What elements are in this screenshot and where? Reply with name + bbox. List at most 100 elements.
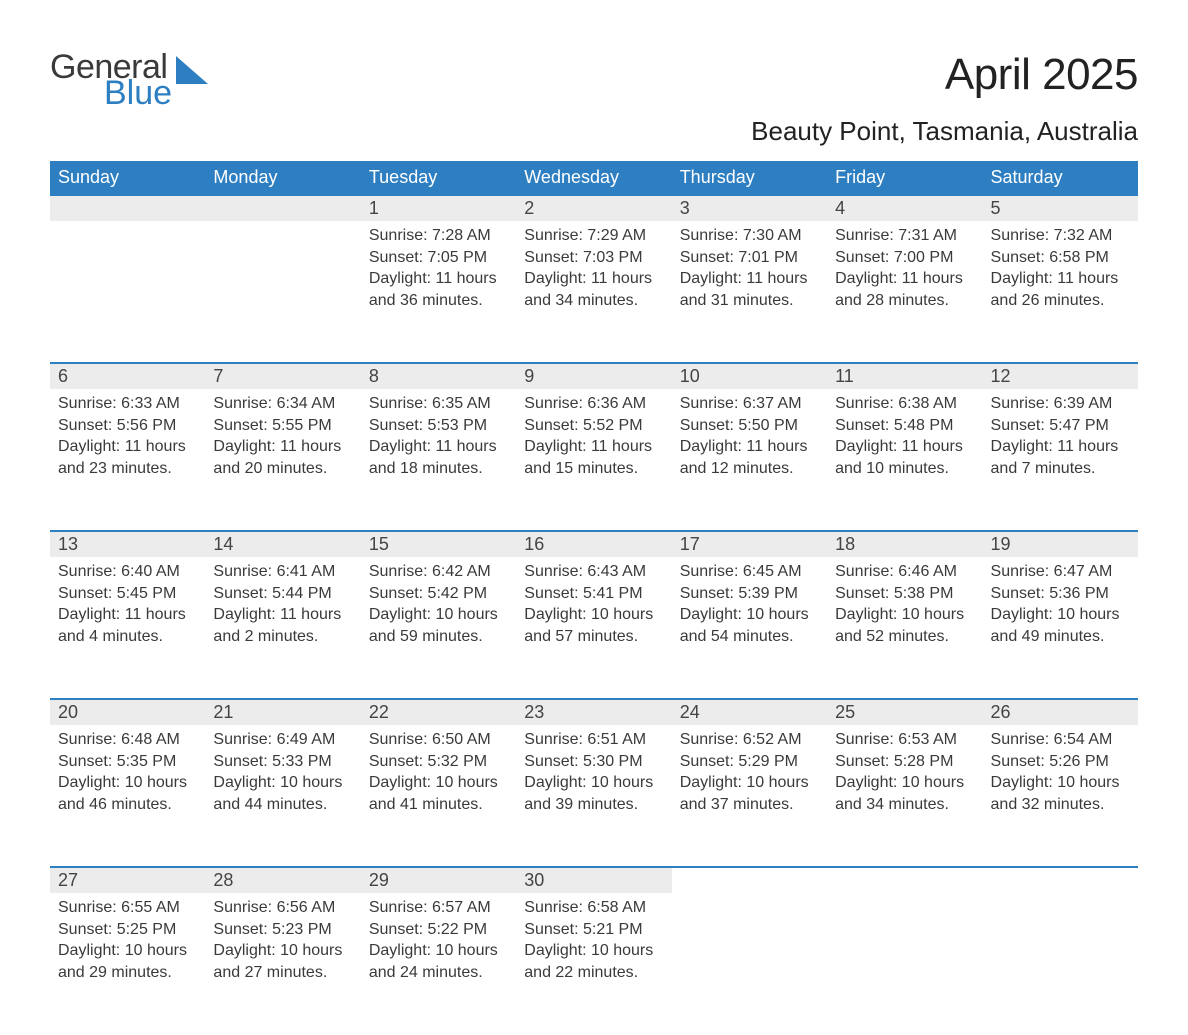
day-number: 5 [983,195,1138,221]
day-cell: Sunrise: 7:29 AMSunset: 7:03 PMDaylight:… [516,221,671,363]
day-number: 11 [827,363,982,389]
sunset-line: Sunset: 5:25 PM [58,919,197,941]
daylight-line: Daylight: 10 hours and 54 minutes. [680,604,819,647]
day-header-row: SundayMondayTuesdayWednesdayThursdayFrid… [50,161,1138,195]
location-subtitle: Beauty Point, Tasmania, Australia [50,116,1138,147]
daylight-line: Daylight: 11 hours and 31 minutes. [680,268,819,311]
day-cell: Sunrise: 6:55 AMSunset: 5:25 PMDaylight:… [50,893,205,1035]
day-number: 29 [361,867,516,893]
week-daynum-row: 13141516171819 [50,531,1138,557]
sunset-line: Sunset: 5:38 PM [835,583,974,605]
sunrise-line: Sunrise: 6:56 AM [213,897,352,919]
day-cell: Sunrise: 7:28 AMSunset: 7:05 PMDaylight:… [361,221,516,363]
day-number: 19 [983,531,1138,557]
daylight-line: Daylight: 10 hours and 39 minutes. [524,772,663,815]
day-cell: Sunrise: 6:50 AMSunset: 5:32 PMDaylight:… [361,725,516,867]
day-cell: Sunrise: 7:30 AMSunset: 7:01 PMDaylight:… [672,221,827,363]
daylight-line: Daylight: 10 hours and 24 minutes. [369,940,508,983]
sunset-line: Sunset: 5:55 PM [213,415,352,437]
day-cell: Sunrise: 7:32 AMSunset: 6:58 PMDaylight:… [983,221,1138,363]
sunrise-line: Sunrise: 6:38 AM [835,393,974,415]
sunset-line: Sunset: 5:44 PM [213,583,352,605]
sunrise-line: Sunrise: 6:49 AM [213,729,352,751]
daylight-line: Daylight: 11 hours and 26 minutes. [991,268,1130,311]
day-number: 7 [205,363,360,389]
empty-cell [827,893,982,1035]
day-cell: Sunrise: 6:46 AMSunset: 5:38 PMDaylight:… [827,557,982,699]
week-daynum-row: 12345 [50,195,1138,221]
daylight-line: Daylight: 11 hours and 12 minutes. [680,436,819,479]
daylight-line: Daylight: 10 hours and 59 minutes. [369,604,508,647]
day-cell: Sunrise: 6:57 AMSunset: 5:22 PMDaylight:… [361,893,516,1035]
daylight-line: Daylight: 11 hours and 20 minutes. [213,436,352,479]
sunset-line: Sunset: 5:22 PM [369,919,508,941]
day-number: 2 [516,195,671,221]
daylight-line: Daylight: 11 hours and 15 minutes. [524,436,663,479]
day-number: 3 [672,195,827,221]
logo-triangle-icon [176,56,208,84]
day-number: 13 [50,531,205,557]
day-header: Tuesday [361,161,516,195]
day-cell: Sunrise: 6:48 AMSunset: 5:35 PMDaylight:… [50,725,205,867]
week-daynum-row: 27282930 [50,867,1138,893]
sunset-line: Sunset: 5:47 PM [991,415,1130,437]
day-number: 4 [827,195,982,221]
daylight-line: Daylight: 10 hours and 32 minutes. [991,772,1130,815]
day-cell: Sunrise: 6:53 AMSunset: 5:28 PMDaylight:… [827,725,982,867]
sunset-line: Sunset: 5:53 PM [369,415,508,437]
daylight-line: Daylight: 10 hours and 44 minutes. [213,772,352,815]
empty-daynum [50,195,205,221]
day-number: 27 [50,867,205,893]
empty-cell [50,221,205,363]
sunrise-line: Sunrise: 6:37 AM [680,393,819,415]
sunrise-line: Sunrise: 6:55 AM [58,897,197,919]
day-cell: Sunrise: 6:40 AMSunset: 5:45 PMDaylight:… [50,557,205,699]
calendar-table: SundayMondayTuesdayWednesdayThursdayFrid… [50,161,1138,1035]
sunset-line: Sunset: 7:00 PM [835,247,974,269]
empty-cell [672,893,827,1035]
daylight-line: Daylight: 10 hours and 49 minutes. [991,604,1130,647]
daylight-line: Daylight: 10 hours and 22 minutes. [524,940,663,983]
day-number: 9 [516,363,671,389]
day-cell: Sunrise: 6:43 AMSunset: 5:41 PMDaylight:… [516,557,671,699]
page-header: General Blue April 2025 [50,50,1138,110]
day-cell: Sunrise: 6:42 AMSunset: 5:42 PMDaylight:… [361,557,516,699]
day-cell: Sunrise: 6:52 AMSunset: 5:29 PMDaylight:… [672,725,827,867]
day-cell: Sunrise: 6:56 AMSunset: 5:23 PMDaylight:… [205,893,360,1035]
sunset-line: Sunset: 5:56 PM [58,415,197,437]
sunset-line: Sunset: 5:26 PM [991,751,1130,773]
day-cell: Sunrise: 6:54 AMSunset: 5:26 PMDaylight:… [983,725,1138,867]
day-number: 20 [50,699,205,725]
sunset-line: Sunset: 5:33 PM [213,751,352,773]
day-number: 16 [516,531,671,557]
daylight-line: Daylight: 10 hours and 37 minutes. [680,772,819,815]
day-number: 18 [827,531,982,557]
day-cell: Sunrise: 6:39 AMSunset: 5:47 PMDaylight:… [983,389,1138,531]
day-header: Friday [827,161,982,195]
sunset-line: Sunset: 5:42 PM [369,583,508,605]
day-number: 12 [983,363,1138,389]
week-content-row: Sunrise: 6:48 AMSunset: 5:35 PMDaylight:… [50,725,1138,867]
daylight-line: Daylight: 10 hours and 27 minutes. [213,940,352,983]
daylight-line: Daylight: 11 hours and 23 minutes. [58,436,197,479]
day-number: 6 [50,363,205,389]
week-content-row: Sunrise: 6:33 AMSunset: 5:56 PMDaylight:… [50,389,1138,531]
empty-daynum [827,867,982,893]
day-number: 14 [205,531,360,557]
day-cell: Sunrise: 6:33 AMSunset: 5:56 PMDaylight:… [50,389,205,531]
sunrise-line: Sunrise: 6:40 AM [58,561,197,583]
sunrise-line: Sunrise: 7:32 AM [991,225,1130,247]
sunset-line: Sunset: 5:29 PM [680,751,819,773]
daylight-line: Daylight: 10 hours and 29 minutes. [58,940,197,983]
day-number: 25 [827,699,982,725]
sunset-line: Sunset: 5:23 PM [213,919,352,941]
day-number: 23 [516,699,671,725]
day-number: 17 [672,531,827,557]
day-header: Wednesday [516,161,671,195]
sunset-line: Sunset: 7:03 PM [524,247,663,269]
daylight-line: Daylight: 11 hours and 7 minutes. [991,436,1130,479]
sunset-line: Sunset: 5:39 PM [680,583,819,605]
day-cell: Sunrise: 6:51 AMSunset: 5:30 PMDaylight:… [516,725,671,867]
day-cell: Sunrise: 6:34 AMSunset: 5:55 PMDaylight:… [205,389,360,531]
daylight-line: Daylight: 10 hours and 57 minutes. [524,604,663,647]
